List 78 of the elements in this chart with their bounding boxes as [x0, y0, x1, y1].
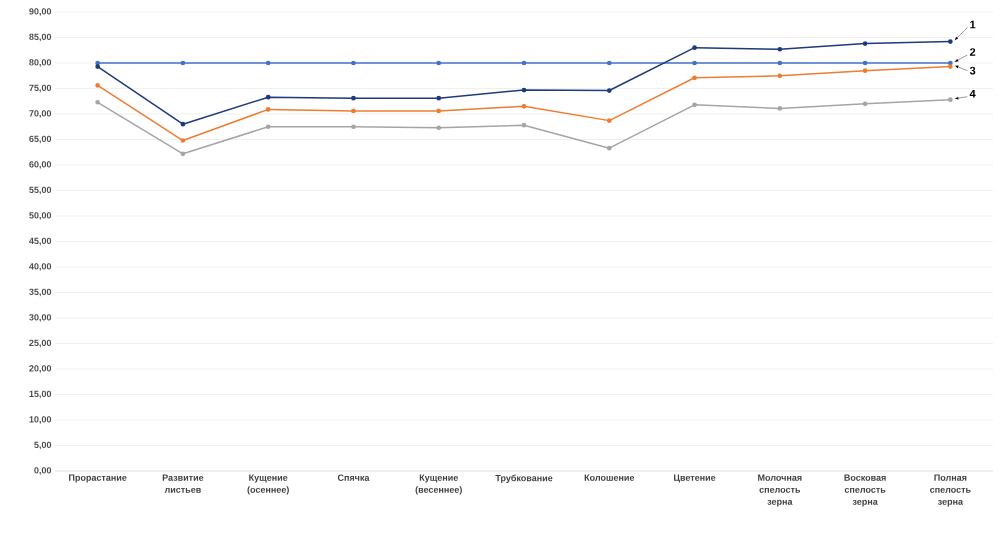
- point: [180, 151, 186, 157]
- x-tick-label: Спячка: [337, 474, 370, 481]
- point: [180, 60, 186, 66]
- y-tick-label: 40,00: [29, 263, 52, 271]
- point: [265, 60, 271, 66]
- point: [180, 138, 186, 143]
- point: [777, 46, 783, 52]
- y-tick-label: 70,00: [29, 110, 52, 118]
- point: [692, 45, 697, 51]
- point: [606, 60, 612, 66]
- x-tick-label: Развитие листьев: [162, 474, 204, 493]
- point: [521, 60, 527, 66]
- point: [777, 106, 783, 111]
- point: [777, 60, 783, 66]
- y-tick-label: 10,00: [29, 416, 52, 424]
- x-tick-label: Полная спелость зерна: [930, 474, 971, 507]
- point: [606, 145, 612, 151]
- x-tick-label: Молочная спелость зерна: [758, 474, 802, 507]
- y-tick-label: 85,00: [29, 33, 52, 42]
- point: [95, 99, 100, 105]
- x-tick-label: Колошение: [584, 474, 635, 481]
- y-tick-label: 35,00: [29, 288, 52, 297]
- point: [692, 60, 697, 66]
- point: [862, 101, 868, 107]
- y-tick-label: 15,00: [29, 390, 52, 399]
- point: [521, 87, 527, 93]
- annotation: 2: [969, 48, 976, 56]
- y-tick-label: 75,00: [29, 84, 52, 93]
- point: [692, 102, 697, 108]
- y-tick-label: 90,00: [29, 8, 52, 16]
- point: [521, 104, 527, 109]
- y-tick-label: 5,00: [34, 441, 52, 450]
- annotation: 1: [970, 20, 976, 29]
- point: [265, 124, 271, 130]
- point: [436, 95, 442, 101]
- y-tick-label: 80,00: [29, 59, 52, 67]
- point: [180, 121, 186, 127]
- y-tick-label: 30,00: [29, 314, 52, 322]
- point: [606, 88, 612, 93]
- point: [351, 124, 356, 130]
- point: [95, 83, 100, 88]
- point: [95, 64, 100, 69]
- y-tick-label: 60,00: [29, 161, 52, 169]
- x-tick-label: Кущение (осеннее): [247, 474, 289, 495]
- point: [948, 39, 953, 44]
- point: [777, 73, 783, 79]
- point: [95, 60, 100, 66]
- point: [948, 97, 953, 103]
- y-tick-label: 55,00: [29, 186, 52, 195]
- point: [351, 95, 356, 101]
- point: [948, 64, 953, 69]
- annotation: 3: [969, 66, 976, 75]
- y-tick-label: 25,00: [29, 339, 52, 348]
- point: [436, 60, 442, 66]
- point: [948, 60, 953, 66]
- annotation: 4: [969, 89, 976, 98]
- point: [692, 75, 697, 81]
- y-tick-label: 45,00: [29, 237, 52, 246]
- y-tick-label: 0,00: [34, 467, 52, 475]
- y-tick-label: 50,00: [29, 212, 52, 220]
- point: [862, 68, 868, 73]
- point: [606, 118, 612, 123]
- point: [436, 108, 442, 114]
- point: [862, 60, 868, 66]
- point: [862, 41, 868, 46]
- x-tick-label: Кущение (весеннее): [415, 474, 462, 495]
- point: [265, 94, 271, 100]
- point: [265, 107, 271, 112]
- point: [436, 125, 442, 131]
- x-tick-label: Прорастание: [69, 474, 127, 483]
- point: [521, 122, 527, 128]
- y-tick-label: 65,00: [29, 135, 52, 144]
- point: [351, 60, 356, 66]
- x-tick-label: Цветение: [674, 474, 716, 483]
- y-tick-label: 20,00: [29, 365, 52, 373]
- x-tick-label: Восковая спелость зерна: [844, 474, 886, 507]
- point: [351, 108, 356, 114]
- x-tick-label: Трубкование: [495, 474, 553, 483]
